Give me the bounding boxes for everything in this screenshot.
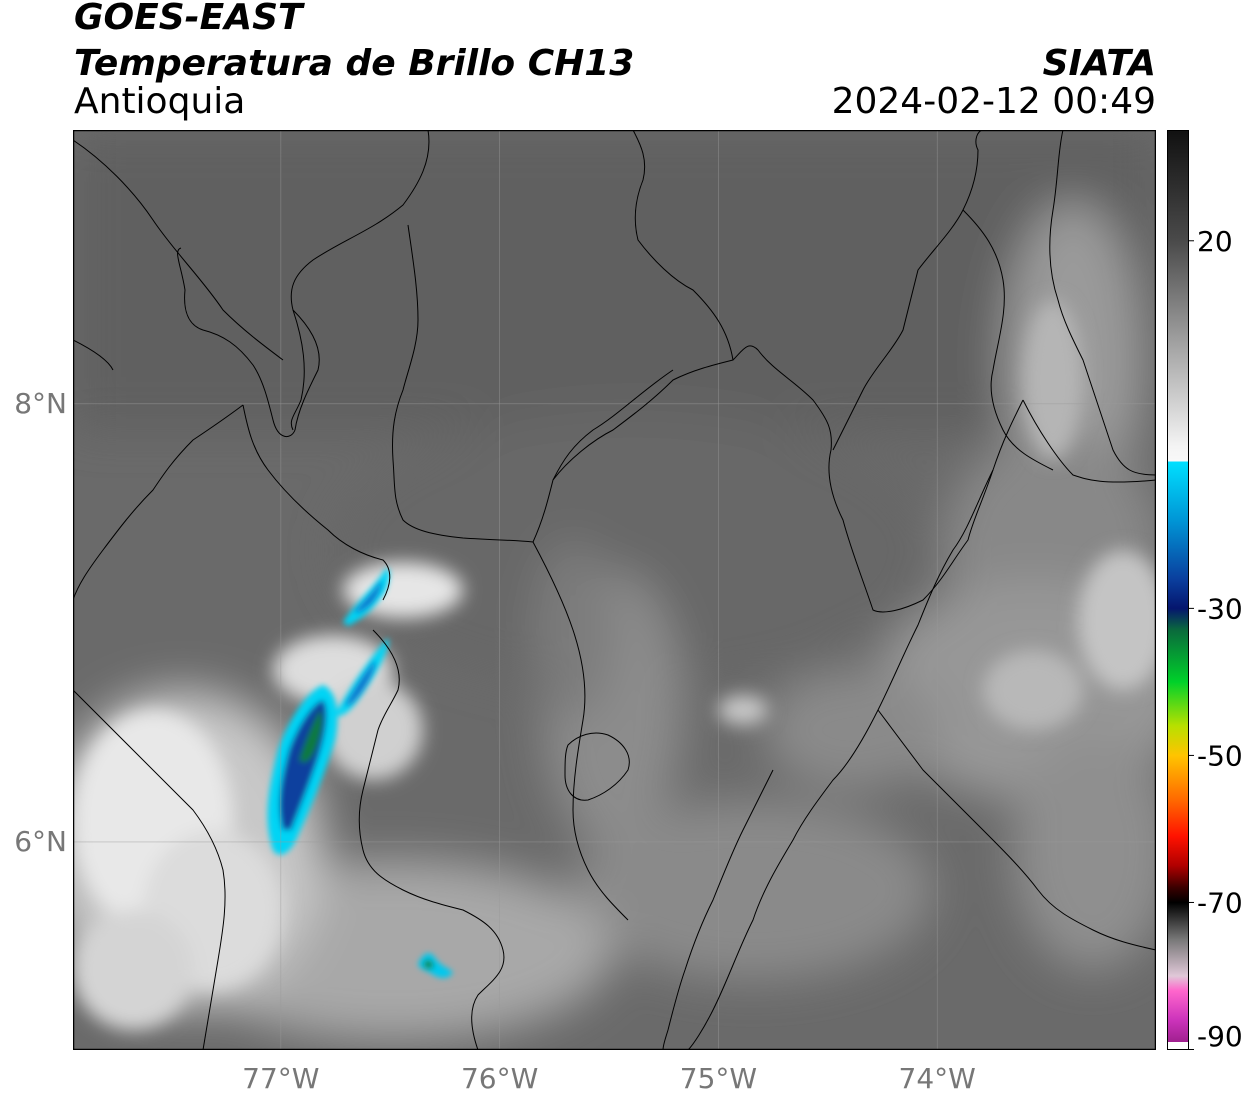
organization-label: SIATA [1042,43,1156,84]
colorbar-tick-label-4: -90 [1197,1020,1243,1050]
lon-tick-label-1: 76°W [460,1062,539,1095]
product-title: Temperatura de Brillo CH13 [74,43,635,84]
cloud-field-bright [73,300,1156,1030]
colorbar-tick-label-0: 20 [1197,225,1233,258]
timestamp-label: 2024-02-12 00:49 [831,81,1156,122]
satellite-map [73,130,1156,1050]
region-label: Antioquia [74,81,246,122]
lat-tick-label-0: 8°N [14,386,67,420]
lat-tick-label-1: 6°N [14,824,67,858]
colorbar-tick-label-1: -30 [1197,592,1243,625]
coastline-boundaries [73,130,1156,1050]
satellite-title: GOES-EAST [74,0,303,38]
gridlines [73,130,1156,1050]
colorbar-tick-label-2: -50 [1197,739,1243,772]
cold-cloud-south [418,953,453,978]
colorbar-fill [1167,130,1189,1050]
map-frame [73,130,1156,1050]
lon-tick-label-3: 74°W [898,1062,976,1095]
colorbar-tick-label-3: -70 [1197,886,1243,919]
lon-tick-label-2: 75°W [679,1062,758,1095]
lon-tick-label-0: 77°W [242,1062,320,1095]
cold-cloud-main [267,638,389,855]
cold-cloud-north [343,568,390,626]
colorbar-ticks: 20 -30 -50 -70 -90 [1188,225,1243,1050]
colorbar: 20 -30 -50 -70 -90 [1167,130,1243,1050]
